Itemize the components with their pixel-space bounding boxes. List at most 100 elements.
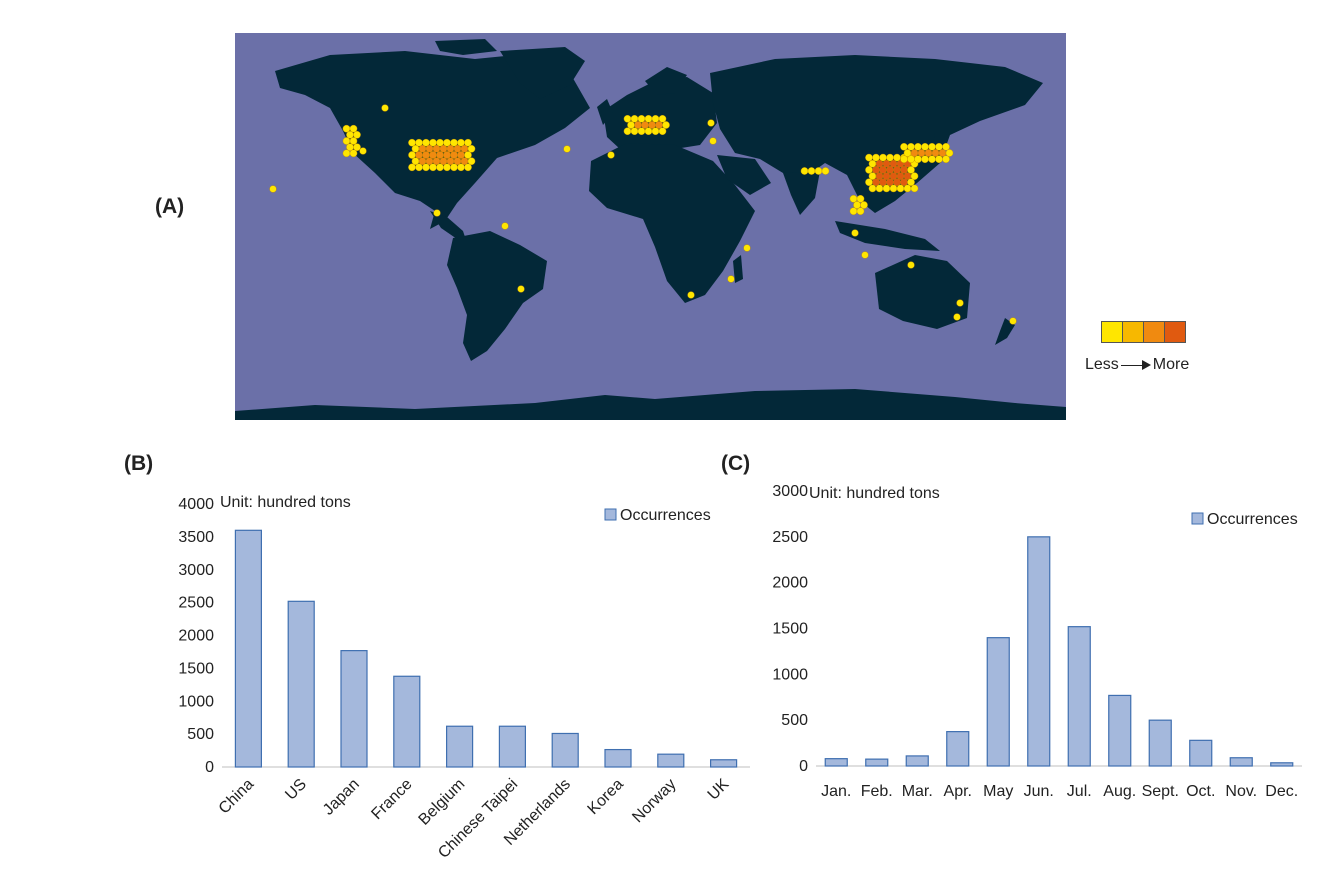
- hotspot-dot: [727, 275, 735, 283]
- bar: [709, 759, 738, 768]
- y-tick-label: 1000: [772, 666, 808, 683]
- landmass-greenland: [500, 47, 585, 99]
- map-hotspots: [269, 104, 1017, 325]
- hotspot-dot: [886, 153, 894, 162]
- hotspot-dot: [942, 143, 950, 151]
- unit-label: Unit: hundred tons: [809, 485, 940, 502]
- hotspot-dot: [707, 119, 715, 127]
- landmass-india: [783, 171, 820, 215]
- hotspot-dot: [935, 155, 943, 163]
- y-tick-label: 3000: [772, 483, 808, 500]
- hotspot-dot: [907, 155, 915, 163]
- hotspot-dot: [821, 167, 830, 175]
- hotspot-dot: [641, 121, 649, 129]
- hotspot-dot: [623, 127, 632, 135]
- bar: [1229, 757, 1253, 767]
- hotspot-dot: [879, 178, 887, 186]
- hotspot-dot: [501, 222, 509, 230]
- x-tick-label: China: [216, 776, 258, 818]
- y-tick-label: 2000: [772, 575, 808, 592]
- hotspot-dot: [914, 143, 922, 151]
- legend-label: Occurrences: [620, 507, 711, 524]
- hotspot-dot: [457, 151, 465, 159]
- hotspot-dot: [886, 178, 894, 186]
- hotspot-dot: [662, 121, 670, 129]
- x-tick-label: Belgium: [416, 776, 469, 829]
- hotspot-dot: [893, 178, 901, 186]
- hotspot-dot: [868, 184, 877, 193]
- landmass-uk: [597, 99, 613, 125]
- hotspot-dot: [432, 145, 441, 153]
- hotspot-dot: [893, 153, 901, 162]
- hotspot-dot: [429, 163, 437, 172]
- hotspot-dot: [415, 151, 423, 159]
- x-tick-label: Japan: [320, 776, 363, 819]
- hotspot-dot: [637, 115, 646, 123]
- hotspot-dot: [931, 149, 940, 157]
- hotspot-dot: [422, 151, 430, 159]
- chart-b-country: 0 500 1000 1500 2000 2500 3000 3500 4000 China US J…: [178, 494, 750, 862]
- bar: [657, 753, 685, 768]
- hotspot-dot: [1009, 317, 1017, 325]
- hotspot-dot: [436, 151, 444, 159]
- panel-label-b: (B): [124, 452, 154, 475]
- hotspot-dot: [900, 155, 908, 163]
- heat-scale-level-4: [1165, 322, 1185, 342]
- hotspot-dot: [879, 166, 887, 174]
- x-tick-label: Aug.: [1103, 783, 1136, 800]
- hotspot-dot: [467, 145, 476, 153]
- bar: [604, 748, 632, 768]
- hotspot-dot: [607, 151, 615, 159]
- bar: [234, 529, 263, 768]
- y-tick-label: 2500: [178, 595, 214, 612]
- hotspot-dot: [800, 167, 809, 175]
- hotspot-dot: [349, 149, 358, 158]
- right-arrow-icon: [1120, 360, 1151, 370]
- hotspot-dot: [849, 207, 858, 215]
- hotspot-dot: [425, 145, 434, 153]
- chart-c-month: 0 500 1000 1500 2000 2500 3000 Jan. Feb. Mar. Apr.…: [772, 483, 1302, 800]
- bar: [1148, 719, 1172, 767]
- hotspot-dot: [917, 149, 926, 157]
- hotspot-dot: [709, 137, 717, 145]
- hotspot-dot: [464, 163, 472, 172]
- hotspot-dot: [907, 178, 915, 186]
- bar: [498, 725, 526, 768]
- hotspot-dot: [807, 167, 816, 175]
- hotspot-dot: [910, 184, 919, 193]
- y-tick-label: 2500: [772, 529, 808, 546]
- hotspot-dot: [517, 285, 525, 293]
- hotspot-dot: [346, 131, 354, 139]
- y-tick-label: 1500: [178, 660, 214, 677]
- bar: [1108, 694, 1132, 767]
- hotspot-dot: [436, 163, 444, 172]
- hotspot-dot: [953, 313, 961, 321]
- landmass-indonesia: [835, 221, 940, 251]
- x-tick-label: US: [282, 776, 310, 804]
- hotspot-dot: [415, 163, 423, 172]
- y-tick-label: 500: [187, 726, 214, 743]
- hotspot-dot: [627, 121, 635, 129]
- hotspot-dot: [433, 209, 441, 217]
- hotspot-dot: [942, 155, 950, 163]
- hotspot-dot: [907, 261, 915, 269]
- hotspot-dot: [342, 149, 351, 158]
- bar: [1067, 626, 1091, 767]
- hotspot-dot: [464, 138, 472, 147]
- x-tick-label: Dec.: [1265, 783, 1298, 800]
- hotspot-dot: [875, 184, 884, 193]
- hotspot-dot: [872, 166, 880, 174]
- hotspot-dot: [938, 149, 947, 157]
- y-tick-label: 3500: [178, 529, 214, 546]
- hotspot-dot: [443, 151, 451, 159]
- hotspot-dot: [921, 143, 929, 151]
- hotspot-dot: [882, 184, 891, 193]
- x-tick-label: UK: [705, 776, 733, 804]
- hotspot-dot: [342, 137, 351, 145]
- y-tick-label: 0: [799, 758, 808, 775]
- y-tick-label: 0: [205, 759, 214, 776]
- hotspot-dot: [460, 145, 469, 153]
- y-tick-label: 500: [781, 712, 808, 729]
- y-tick-label: 4000: [178, 496, 214, 513]
- hotspot-dot: [900, 166, 908, 174]
